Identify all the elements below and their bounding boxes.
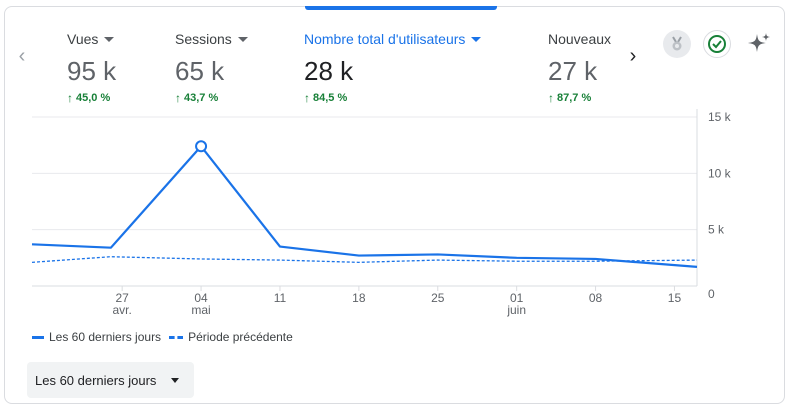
x-tick-label: 25 (431, 291, 445, 305)
legend-previous-label: Période précédente (188, 330, 293, 344)
chart-gridlines (32, 109, 698, 287)
x-tick-label: 04 (194, 291, 208, 305)
active-metric-indicator (305, 6, 497, 10)
legend-current-swatch (32, 335, 44, 339)
legend-previous-swatch (169, 335, 184, 339)
y-tick-label: 5 k (708, 223, 725, 237)
y-tick-label: 10 k (708, 166, 732, 180)
chevron-left-icon[interactable]: ‹ (18, 45, 26, 67)
series-previous-period-line (31, 256, 698, 263)
metric-views[interactable]: Vues 95 k ↑ 45,0 % (67, 30, 116, 105)
x-tick-sublabel: mai (191, 303, 210, 317)
x-tick-sublabel: avr. (112, 303, 131, 317)
metric-sessions-change: 43,7 % (184, 92, 219, 104)
x-tick-label: 01 (510, 291, 524, 305)
report-card (4, 6, 785, 404)
metric-views-label: Vues (67, 31, 99, 47)
x-tick-label: 27 (115, 291, 129, 305)
metric-new-users-change: 87,7 % (557, 92, 592, 104)
x-tick-label: 11 (274, 291, 287, 305)
y-tick-label: 0 (708, 287, 715, 301)
x-tick-label: 15 (668, 291, 682, 305)
arrow-up-icon: ↑ (548, 91, 554, 105)
y-axis: 0 5 k 10 k 15 k (708, 110, 732, 301)
metric-total-users-value: 28 k (304, 56, 354, 86)
y-tick-label: 15 k (708, 110, 732, 124)
metric-sessions[interactable]: Sessions 65 k ↑ 43,7 % (175, 30, 248, 105)
caret-down-icon[interactable] (171, 377, 180, 383)
legend-current-label: Les 60 derniers jours (49, 330, 162, 344)
metric-sessions-value: 65 k (175, 56, 225, 86)
metric-new-users-label: Nouveaux (548, 31, 612, 47)
metric-new-users[interactable]: Nouveaux 27 k ↑ 87,7 % (548, 30, 611, 105)
series-current-line (31, 145, 698, 268)
arrow-up-icon: ↑ (175, 91, 181, 105)
date-range-dropdown[interactable]: Les 60 derniers jours (27, 362, 194, 398)
metric-total-users[interactable]: Nombre total d'utilisateurs 28 k ↑ 84,5 % (304, 30, 482, 105)
sparkle-icon[interactable] (745, 30, 773, 58)
x-tick-label: 18 (352, 291, 366, 305)
metric-views-value: 95 k (67, 56, 117, 86)
date-range-label: Les 60 derniers jours (35, 372, 157, 388)
highlighted-data-point[interactable] (195, 140, 208, 153)
metric-total-users-label: Nombre total d'utilisateurs (304, 31, 466, 47)
metric-sessions-label: Sessions (175, 31, 232, 47)
x-tick-label: 08 (589, 291, 603, 305)
chevron-right-icon[interactable]: › (629, 45, 637, 67)
check-circle-icon[interactable] (703, 30, 731, 58)
caret-down-icon[interactable] (237, 36, 248, 42)
metric-views-change: 45,0 % (76, 92, 111, 104)
chart-series (31, 140, 698, 268)
caret-down-icon[interactable] (471, 36, 482, 42)
medal-badge-icon[interactable] (663, 30, 691, 58)
chart-legend: Les 60 derniers jours Période précédente (32, 330, 301, 344)
metric-total-users-change: 84,5 % (313, 92, 348, 104)
caret-down-icon[interactable] (104, 36, 115, 42)
metric-new-users-value: 27 k (548, 56, 598, 86)
x-tick-sublabel: juin (506, 303, 526, 317)
arrow-up-icon: ↑ (304, 91, 310, 105)
arrow-up-icon: ↑ (67, 91, 73, 105)
